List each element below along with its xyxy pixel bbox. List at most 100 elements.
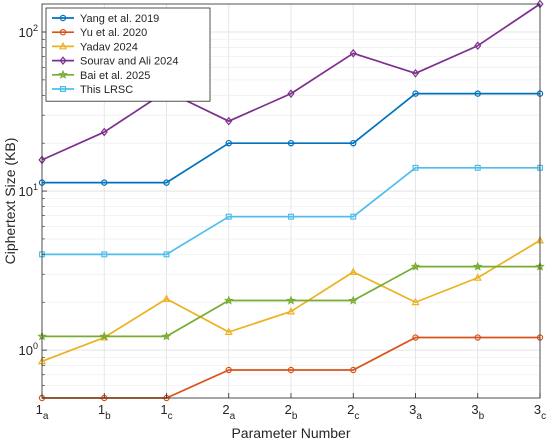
x-tick-sub: b — [105, 411, 111, 422]
x-tick-label: 1c — [160, 402, 172, 422]
x-tick-sub: a — [43, 411, 49, 422]
legend-item: This LRSC — [52, 84, 133, 96]
y-tick-base: 10 — [19, 25, 33, 40]
data-point — [412, 90, 419, 97]
legend-label: This LRSC — [80, 84, 133, 96]
x-tick-main: 1 — [160, 402, 167, 417]
x-tick-label: 2b — [285, 402, 298, 422]
y-axis-label: Ciphertext Size (KB) — [2, 138, 18, 265]
data-point — [225, 213, 232, 220]
data-point — [350, 213, 357, 220]
x-tick-main: 2 — [347, 402, 354, 417]
y-tick-label: 102 — [19, 23, 38, 40]
series-lines — [37, 0, 545, 402]
x-tick-main: 1 — [36, 402, 43, 417]
legend-label: Bai et al. 2025 — [80, 70, 150, 82]
data-point — [225, 366, 232, 374]
data-point — [474, 334, 481, 341]
data-point — [349, 48, 357, 58]
data-point — [348, 295, 359, 305]
data-point — [474, 164, 481, 171]
data-point — [101, 251, 108, 258]
data-point — [350, 139, 357, 147]
legend-item: Yang et al. 2019 — [52, 13, 159, 25]
legend-label: Yu et al. 2020 — [80, 27, 147, 39]
data-point — [288, 213, 295, 220]
x-tick-label: 2a — [222, 402, 235, 422]
x-tick-main: 1 — [98, 402, 105, 417]
data-point — [163, 179, 170, 186]
data-point — [287, 89, 295, 98]
data-point — [412, 164, 419, 171]
y-tick-label: 100 — [19, 341, 38, 358]
x-tick-main: 2 — [222, 402, 229, 417]
x-tick-sub: c — [541, 411, 546, 422]
series-line — [41, 3, 541, 161]
legend-swatch-marker — [59, 14, 67, 22]
x-tick-main: 3 — [409, 402, 416, 417]
data-point — [473, 273, 482, 281]
legend-swatch-marker — [58, 69, 68, 79]
data-point — [349, 267, 358, 275]
data-point — [410, 261, 421, 271]
series-line — [42, 265, 540, 338]
x-tick-main: 2 — [285, 402, 292, 417]
y-tick-base: 10 — [19, 343, 33, 358]
data-point — [225, 139, 232, 147]
x-tick-sub: a — [416, 411, 422, 422]
legend-swatch-marker — [58, 41, 68, 50]
y-tick-label: 101 — [19, 182, 38, 199]
x-tick-label: 3b — [471, 402, 484, 422]
series-line — [41, 239, 541, 363]
data-point — [287, 139, 295, 147]
x-tick-main: 3 — [534, 402, 541, 417]
legend-item: Bai et al. 2025 — [52, 69, 150, 82]
y-tick-base: 10 — [19, 184, 33, 199]
legend-label: Sourav and Ali 2024 — [80, 56, 178, 68]
series-line — [42, 166, 540, 256]
x-tick-sub: c — [354, 411, 359, 422]
data-point — [286, 306, 296, 315]
legend-item: Sourav and Ali 2024 — [52, 56, 178, 68]
data-point — [411, 68, 420, 78]
series-sourav-and-ali-2024 — [38, 0, 544, 165]
x-tick-sub: b — [292, 411, 298, 422]
series-line — [42, 92, 540, 184]
x-tick-sub: b — [479, 411, 485, 422]
data-point — [161, 331, 172, 341]
data-point — [350, 366, 357, 374]
data-point — [99, 331, 110, 341]
x-tick-sub: c — [168, 411, 173, 422]
legend-box — [45, 7, 211, 102]
data-point — [474, 90, 481, 97]
data-point — [287, 366, 295, 374]
y-tick-exp: 0 — [33, 341, 38, 351]
legend-swatch-marker — [59, 56, 67, 65]
data-point — [100, 127, 108, 137]
data-point — [411, 297, 420, 306]
legend-item: Yu et al. 2020 — [52, 27, 147, 39]
x-tick-main: 3 — [471, 402, 478, 417]
legend-item: Yadav 2024 — [52, 41, 138, 53]
x-tick-sub: a — [230, 411, 236, 422]
x-tick-label: 3c — [534, 402, 546, 422]
data-point — [225, 116, 233, 126]
x-tick-label: 1a — [36, 402, 49, 422]
y-tick-exp: 2 — [33, 23, 38, 33]
data-point — [163, 251, 170, 258]
legend: Yang et al. 2019 Yu et al. 2020 Yadav 2024… — [45, 7, 211, 102]
x-tick-label: 2c — [347, 402, 359, 422]
data-point — [474, 41, 482, 51]
legend-label: Yang et al. 2019 — [80, 13, 159, 25]
x-axis-label: Parameter Number — [231, 425, 350, 441]
data-point — [101, 179, 108, 186]
x-tick-label: 3a — [409, 402, 422, 422]
data-point — [286, 295, 296, 305]
legend-swatch-marker — [59, 85, 66, 92]
data-point — [412, 334, 419, 341]
data-point — [472, 261, 483, 271]
data-point — [223, 295, 234, 305]
legend-swatch-marker — [59, 29, 67, 36]
